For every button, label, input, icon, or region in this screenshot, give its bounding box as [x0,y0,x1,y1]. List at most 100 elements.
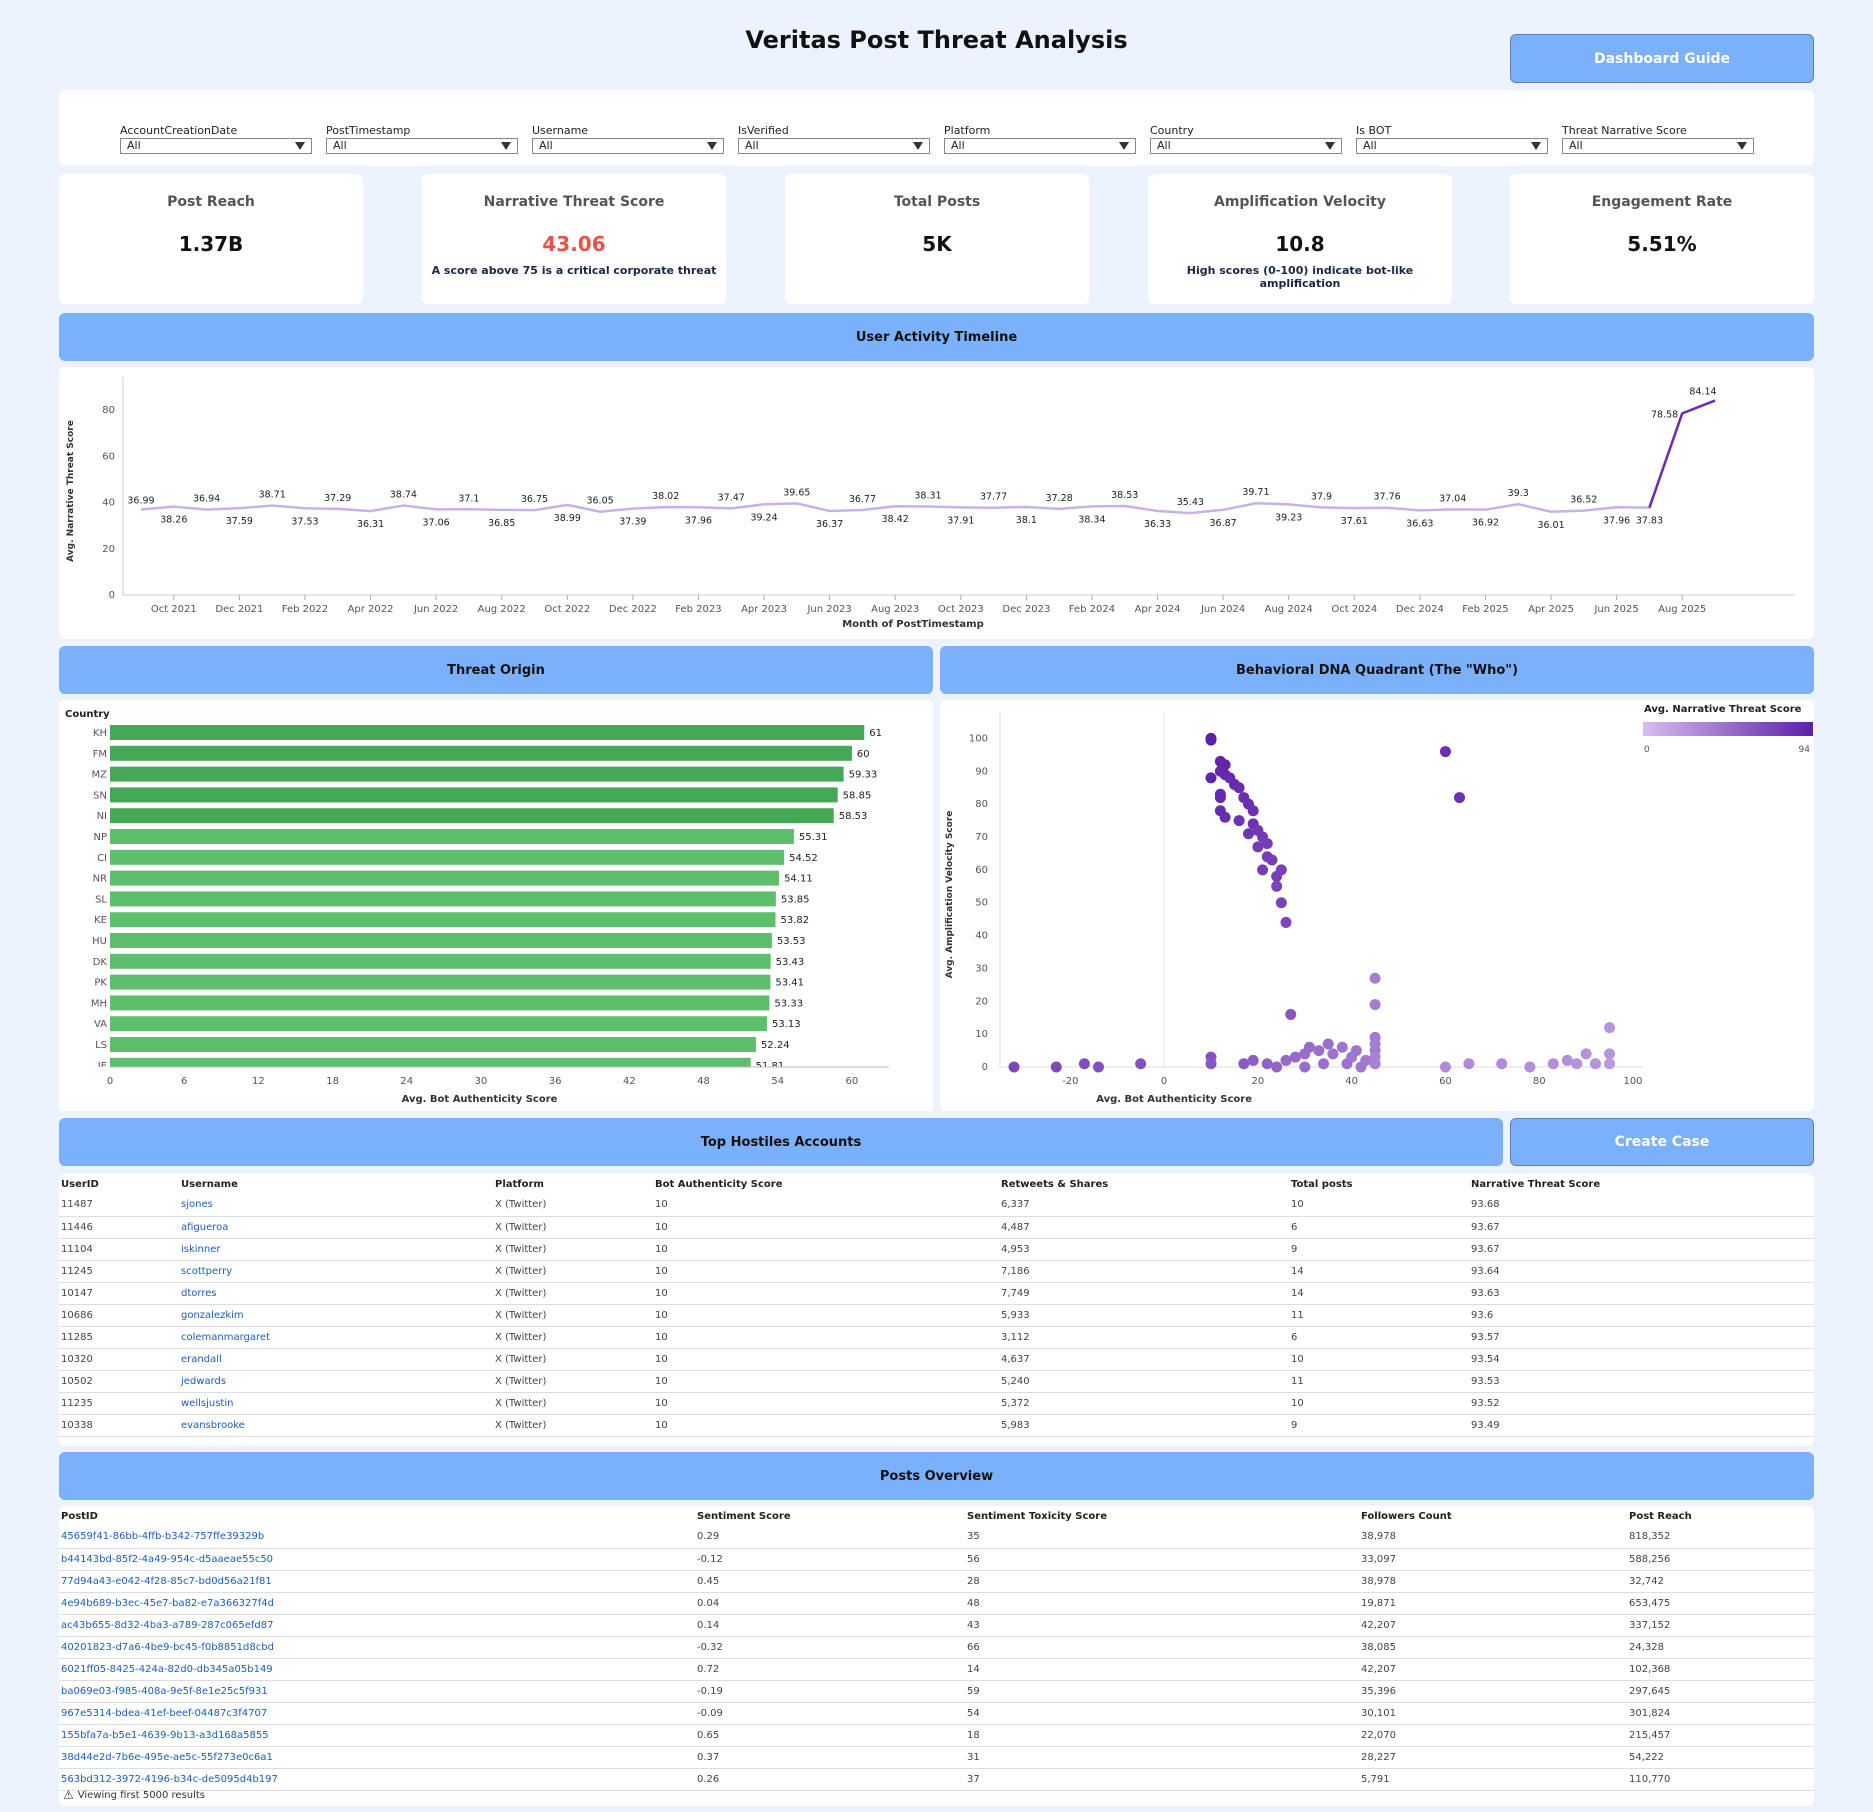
filter-dropdown[interactable]: All [1562,138,1754,154]
table-row[interactable]: 563bd312-3972-4196-b34c-de5095d4b197 0.26… [59,1768,1814,1791]
scatter-point [1524,1061,1536,1073]
table-row[interactable]: 10502 jedwards X (Twitter) 10 5,240 11 93.53 [59,1370,1814,1393]
create-case-button[interactable]: Create Case [1510,1118,1814,1166]
table-row[interactable]: 45659f41-86bb-4ffb-b342-757ffe39329b 0.29… [59,1526,1814,1549]
table-cell[interactable]: jedwards [179,1370,493,1393]
filter-dropdown[interactable]: All [120,138,312,154]
table-cell[interactable]: 40201823-d7a6-4be9-bc45-f0b8851d8cbd [59,1636,695,1659]
table-cell: 215,457 [1627,1724,1814,1747]
kpi-subtitle: High scores (0-100) indicate bot-like am… [1186,264,1414,290]
table-row[interactable]: 10147 dtorres X (Twitter) 10 7,749 14 93.63 [59,1282,1814,1305]
table-cell: 59 [965,1680,1359,1703]
column-header[interactable]: Sentiment Toxicity Score [967,1510,1107,1522]
table-cell[interactable]: wellsjustin [179,1392,493,1415]
column-header[interactable]: Sentiment Score [697,1510,791,1522]
table-row[interactable]: 40201823-d7a6-4be9-bc45-f0b8851d8cbd -0.3… [59,1636,1814,1659]
column-header[interactable]: PostID [61,1510,98,1522]
warning-icon: ⚠ [63,1788,74,1802]
table-row[interactable]: ba069e03-f985-408a-9e5f-8e1e25c5f931 -0.1… [59,1680,1814,1703]
scatter-point [1355,1061,1367,1073]
table-cell[interactable]: 155bfa7a-b5e1-4639-9b13-a3d168a5855 [59,1724,695,1747]
table-cell[interactable]: 77d94a43-e042-4f28-85c7-bd0d56a21f81 [59,1570,695,1593]
column-header[interactable]: UserID [61,1178,99,1190]
scatter-point [1247,1054,1259,1066]
table-cell: 35 [965,1526,1359,1549]
table-cell[interactable]: colemanmargaret [179,1326,493,1349]
column-header[interactable]: Post Reach [1629,1510,1692,1522]
table-row[interactable]: 967e5314-bdea-41ef-beef-04487c3f4707 -0.0… [59,1702,1814,1725]
table-row[interactable]: 10320 erandall X (Twitter) 10 4,637 10 93.54 [59,1348,1814,1371]
scatter-point [1580,1048,1592,1060]
table-cell: 10 [653,1414,999,1437]
table-cell[interactable]: ac43b655-8d32-4ba3-a789-287c065efd87 [59,1614,695,1637]
filter-dropdown[interactable]: All [738,138,930,154]
table-cell[interactable]: 38d44e2d-7b6e-495e-ae5c-55f273e0c6a1 [59,1746,695,1769]
data-label: 36.33 [1144,519,1171,530]
table-cell[interactable]: sjones [179,1194,493,1217]
kpi-card: Engagement Rate 5.51% [1510,174,1814,304]
column-header[interactable]: Retweets & Shares [1001,1178,1109,1190]
table-cell[interactable]: afigueroa [179,1216,493,1239]
table-row[interactable]: 11446 afigueroa X (Twitter) 10 4,487 6 93.67 [59,1216,1814,1239]
table-row[interactable]: 6021ff05-8425-424a-82d0-db345a05b149 0.72… [59,1658,1814,1681]
filter-dropdown[interactable]: All [944,138,1136,154]
table-cell[interactable]: scottperry [179,1260,493,1283]
table-cell[interactable]: 563bd312-3972-4196-b34c-de5095d4b197 [59,1768,695,1791]
table-cell[interactable]: 6021ff05-8425-424a-82d0-db345a05b149 [59,1658,695,1681]
bar [110,870,780,886]
table-cell: 11487 [59,1194,179,1217]
table-row[interactable]: 11245 scottperry X (Twitter) 10 7,186 14 93.64 [59,1260,1814,1283]
table-cell: 11104 [59,1238,179,1261]
table-cell[interactable]: gonzalezkim [179,1304,493,1327]
filter-panel [59,90,1814,166]
table-cell[interactable]: evansbrooke [179,1414,493,1437]
table-cell: 10320 [59,1348,179,1371]
table-row[interactable]: 11104 iskinner X (Twitter) 10 4,953 9 93.67 [59,1238,1814,1261]
table-cell[interactable]: 4e94b689-b3ec-45e7-ba82-e7a366327f4d [59,1592,695,1615]
dashboard-guide-button[interactable]: Dashboard Guide [1510,34,1814,83]
table-cell: 5,933 [999,1304,1289,1327]
table-cell[interactable]: ba069e03-f985-408a-9e5f-8e1e25c5f931 [59,1680,695,1703]
table-row[interactable]: 10686 gonzalezkim X (Twitter) 10 5,933 11 93.6 [59,1304,1814,1327]
x-tick-label: Oct 2023 [938,604,984,615]
column-header[interactable]: Platform [495,1178,544,1190]
column-header[interactable]: Followers Count [1361,1510,1452,1522]
column-header[interactable]: Total posts [1291,1178,1353,1190]
table-cell[interactable]: 45659f41-86bb-4ffb-b342-757ffe39329b [59,1526,695,1549]
table-cell[interactable]: b44143bd-85f2-4a49-954c-d5aaeae55c50 [59,1548,695,1571]
x-tick-label: Feb 2023 [675,604,721,615]
table-cell: 0.37 [695,1746,965,1769]
table-cell[interactable]: dtorres [179,1282,493,1305]
table-row[interactable]: 11235 wellsjustin X (Twitter) 10 5,372 10 93.5… [59,1392,1814,1415]
table-row[interactable]: ac43b655-8d32-4ba3-a789-287c065efd87 0.14… [59,1614,1814,1637]
column-header[interactable]: Bot Authenticity Score [655,1178,783,1190]
x-tick-label: Dec 2024 [1396,604,1444,615]
table-cell[interactable]: iskinner [179,1238,493,1261]
column-header[interactable]: Username [181,1178,238,1190]
x-axis-title: Avg. Bot Authenticity Score [402,1094,558,1105]
filter-dropdown[interactable]: All [326,138,518,154]
column-header[interactable]: Narrative Threat Score [1471,1178,1601,1190]
filter-dropdown[interactable]: All [532,138,724,154]
data-label: 37.1 [458,493,479,504]
table-cell: 42,207 [1359,1658,1627,1681]
data-label: 53.53 [777,936,806,947]
filter-dropdown[interactable]: All [1356,138,1548,154]
table-cell[interactable]: 967e5314-bdea-41ef-beef-04487c3f4707 [59,1702,695,1725]
table-row[interactable]: 11487 sjones X (Twitter) 10 6,337 10 93.68 [59,1194,1814,1217]
table-row[interactable]: b44143bd-85f2-4a49-954c-d5aaeae55c50 -0.1… [59,1548,1814,1571]
table-row[interactable]: 155bfa7a-b5e1-4639-9b13-a3d168a5855 0.65 1… [59,1724,1814,1747]
table-cell[interactable]: erandall [179,1348,493,1371]
table-row[interactable]: 4e94b689-b3ec-45e7-ba82-e7a366327f4d 0.04… [59,1592,1814,1615]
table-row[interactable]: 77d94a43-e042-4f28-85c7-bd0d56a21f81 0.45… [59,1570,1814,1593]
table-row[interactable]: 11285 colemanmargaret X (Twitter) 10 3,112 6 9… [59,1326,1814,1349]
table-cell: 6 [1289,1326,1469,1349]
filter-dropdown[interactable]: All [1150,138,1342,154]
table-row[interactable]: 38d44e2d-7b6e-495e-ae5c-55f273e0c6a1 0.37… [59,1746,1814,1769]
table-row[interactable]: 10338 evansbrooke X (Twitter) 10 5,983 9 93.49 [59,1414,1814,1437]
data-label: 36.37 [816,519,843,530]
kpi-title: Narrative Threat Score [483,194,665,210]
table-cell: 5,240 [999,1370,1289,1393]
table-cell: 35,396 [1359,1680,1627,1703]
filter-label: Username [532,124,589,137]
